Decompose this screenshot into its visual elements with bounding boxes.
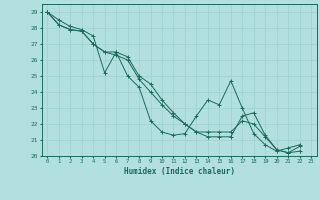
X-axis label: Humidex (Indice chaleur): Humidex (Indice chaleur)	[124, 167, 235, 176]
